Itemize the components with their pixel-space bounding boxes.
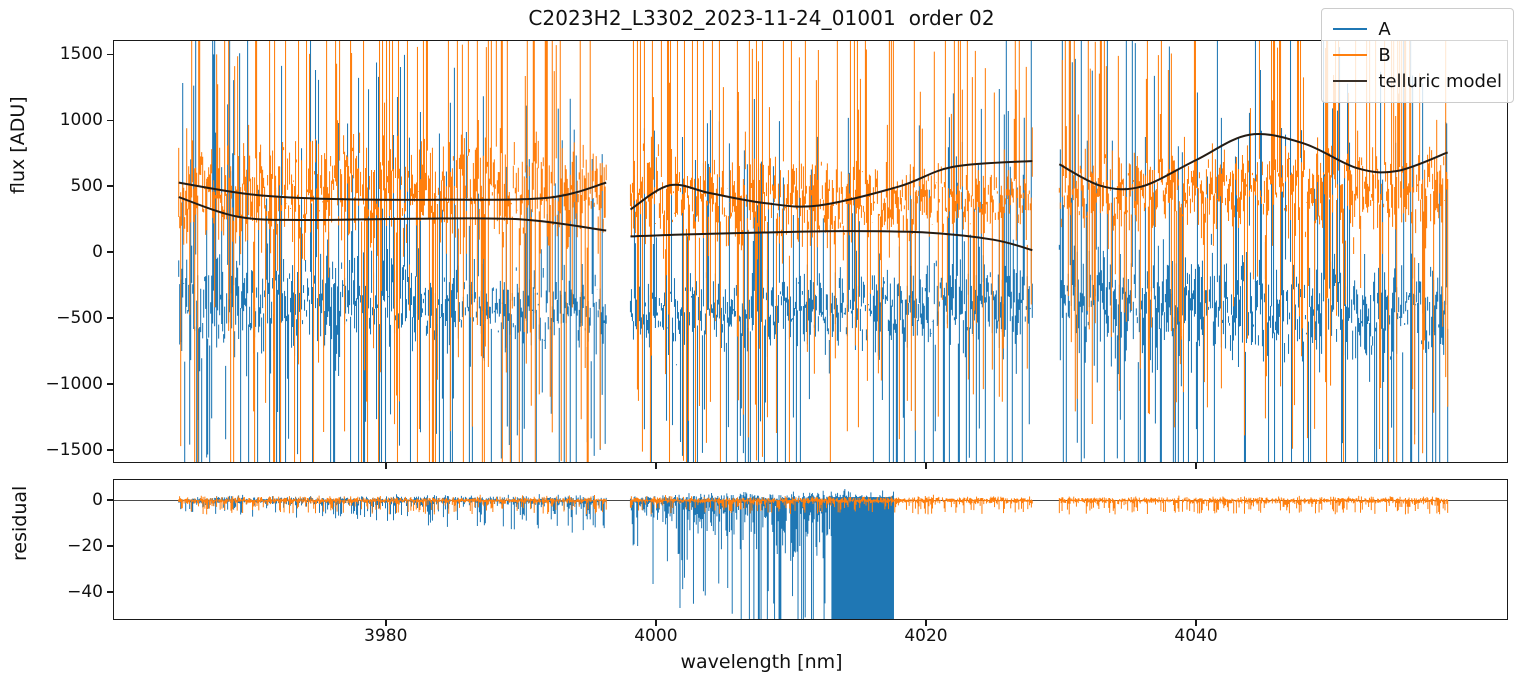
x-tick-mark (1195, 620, 1197, 626)
legend-label: B (1378, 44, 1391, 66)
residual-A-saturated-block (831, 497, 894, 619)
x-tick-mark (925, 463, 927, 469)
flux-plot-canvas (178, 41, 1449, 462)
y-tick-mark (107, 53, 113, 56)
flux-panel (113, 40, 1508, 463)
y-tick-mark (107, 383, 113, 385)
y-tick-label: 1000 (59, 110, 103, 131)
telluric-model-curve-3 (629, 160, 1033, 211)
x-tick-label: 4040 (1174, 626, 1218, 646)
x-tick-mark (655, 620, 657, 626)
y-tick-label: 0 (92, 489, 103, 510)
telluric-model-curve-2 (178, 196, 607, 232)
y-tick-label: 500 (70, 176, 103, 197)
series-A-segment-3 (1058, 41, 1449, 462)
residual-plot-canvas (114, 488, 1507, 619)
legend-swatch-icon (1333, 80, 1368, 82)
legend-item-B: B (1333, 42, 1502, 68)
y-tick-mark (107, 185, 113, 188)
x-tick-mark (1195, 463, 1197, 469)
x-tick-label: 4000 (634, 626, 678, 646)
x-tick-mark (384, 620, 387, 626)
telluric-model-curve-4 (630, 230, 1033, 252)
legend-swatch-icon (1333, 28, 1368, 30)
legend-item-A: A (1333, 16, 1502, 42)
y-tick-mark (107, 317, 113, 319)
legend-label: telluric model (1378, 70, 1502, 92)
x-axis-label: wavelength [nm] (680, 651, 843, 673)
y-tick-label: 0 (92, 242, 103, 263)
residual-axis-label: residual (9, 485, 31, 561)
x-tick-label: 4020 (904, 626, 948, 646)
telluric-model-curve-1 (178, 181, 607, 201)
y-tick-mark (107, 545, 113, 547)
y-tick-mark (107, 119, 113, 122)
series-B-segment-2 (629, 41, 1033, 462)
x-tick-mark (384, 463, 387, 469)
residual-panel (113, 479, 1508, 620)
page-title: C2023H2_L3302_2023-11-24_01001 order 02 (528, 6, 995, 30)
x-tick-mark (655, 463, 657, 469)
y-tick-mark (107, 449, 113, 451)
y-tick-label: −1000 (45, 373, 103, 394)
telluric-model-curve-5 (1058, 133, 1449, 191)
y-tick-label: 1500 (59, 44, 103, 65)
flux-axis-label: flux [ADU] (7, 96, 29, 194)
y-tick-mark (107, 591, 113, 594)
legend-swatch-icon (1333, 54, 1368, 56)
y-tick-mark (107, 499, 113, 501)
y-tick-label: −500 (56, 308, 103, 329)
y-tick-label: −20 (67, 536, 103, 557)
legend-item-telluric-model: telluric model (1333, 68, 1502, 94)
series-B-segment-1 (178, 41, 607, 462)
x-tick-mark (925, 620, 927, 626)
legend-label: A (1378, 18, 1391, 40)
x-tick-label: 3980 (364, 626, 408, 646)
residual-B-segment-3 (1058, 495, 1449, 515)
residual-B-segment-2 (629, 494, 1033, 515)
y-tick-mark (107, 251, 113, 253)
series-A-segment-2 (629, 41, 1033, 462)
y-tick-label: −40 (67, 582, 103, 603)
residual-B-segment-1 (178, 494, 607, 515)
series-B-segment-3 (1058, 41, 1449, 462)
y-tick-label: −1500 (45, 439, 103, 460)
